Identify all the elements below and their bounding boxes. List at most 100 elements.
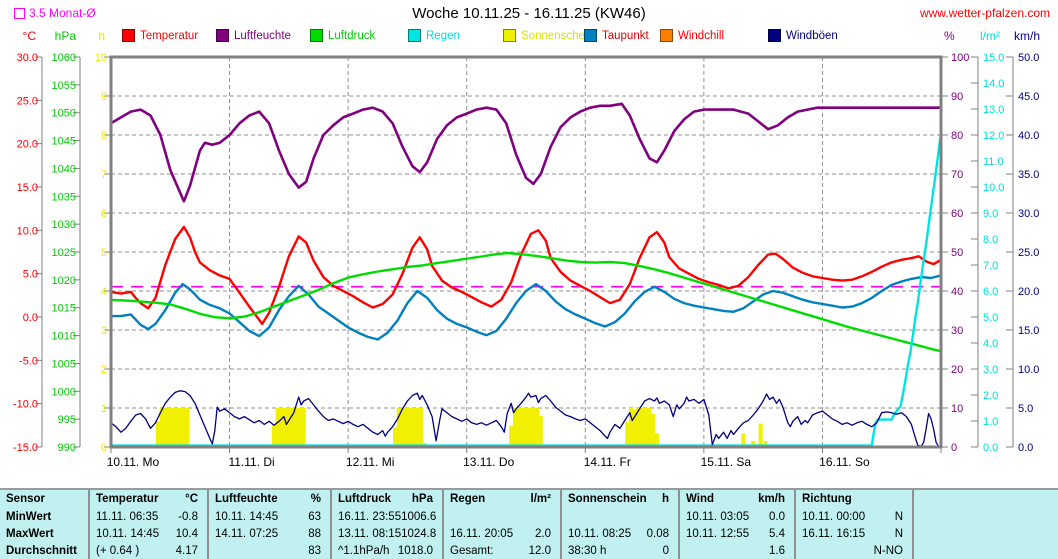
legend-label: Luftfeuchte xyxy=(234,29,291,42)
svg-text:40.0: 40.0 xyxy=(1018,130,1039,142)
svg-text:25.0: 25.0 xyxy=(1018,247,1039,259)
stats-column-header: Luftfeuchte% xyxy=(215,493,321,505)
svg-text:5.0: 5.0 xyxy=(983,312,998,324)
svg-text:l/m²: l/m² xyxy=(980,29,1000,43)
stat-cell xyxy=(914,542,1058,559)
svg-text:90: 90 xyxy=(951,91,963,103)
svg-text:12.0: 12.0 xyxy=(983,130,1004,142)
stat-cell: Durchschnitt xyxy=(6,544,77,557)
svg-text:4.0: 4.0 xyxy=(983,338,998,350)
stats-column-wind: Wind km/h 10.11. 03:05 0.0 10.11. 12:55 5.4 1.… xyxy=(678,490,794,559)
svg-text:14.11. Fr: 14.11. Fr xyxy=(584,455,631,469)
svg-text:-15.0: -15.0 xyxy=(13,442,38,454)
svg-text:995: 995 xyxy=(58,414,76,426)
svg-text:20.0: 20.0 xyxy=(1018,286,1039,298)
svg-text:2.0: 2.0 xyxy=(983,390,998,402)
stats-column-header: Temperatur °C xyxy=(96,493,198,505)
legend-label: Taupunkt xyxy=(602,29,649,42)
svg-text:80: 80 xyxy=(951,130,963,142)
svg-text:11.11. Di: 11.11. Di xyxy=(228,455,274,469)
legend-label: Sonnenschein xyxy=(521,29,594,42)
stat-cell: (+ 0.64 ) 4.17 xyxy=(96,544,198,557)
legend-color-box xyxy=(584,29,597,42)
stats-column-header: Luftdruck hPa xyxy=(338,493,433,505)
svg-text:1: 1 xyxy=(101,403,107,415)
svg-text:9: 9 xyxy=(101,91,107,103)
svg-text:13.0: 13.0 xyxy=(983,104,1004,116)
svg-text:10.0: 10.0 xyxy=(17,225,38,237)
legend-color-box xyxy=(660,29,673,42)
svg-text:0.0: 0.0 xyxy=(983,442,998,454)
svg-text:10: 10 xyxy=(95,52,107,64)
svg-text:%: % xyxy=(944,29,955,43)
legend-color-box xyxy=(768,29,781,42)
stat-cell: 16.11. 20:05 2.0 xyxy=(450,527,551,540)
svg-text:10.0: 10.0 xyxy=(983,182,1004,194)
svg-text:40: 40 xyxy=(951,286,963,298)
stat-cell: N-NO xyxy=(873,544,903,557)
svg-text:1035: 1035 xyxy=(52,191,76,203)
legend-item-sonnenschein: Sonnenschein xyxy=(503,29,594,42)
page-title: Woche 10.11.25 - 16.11.25 (KW46) xyxy=(412,5,646,22)
stat-cell: 10.11. 03:05 0.0 xyxy=(686,510,785,523)
stat-cell: MinWert xyxy=(6,510,52,523)
stat-cell: 10.11. 14:45 10.4 xyxy=(96,527,198,540)
legend-item-luftdruck: Luftdruck xyxy=(310,29,375,42)
svg-text:h: h xyxy=(98,29,105,43)
svg-text:25.0: 25.0 xyxy=(17,95,38,107)
svg-text:0: 0 xyxy=(101,442,107,454)
stats-column-luftdruck: Luftdruck hPa 16.11. 23:55 1006.6 13.11. 08:… xyxy=(330,490,442,559)
svg-text:6.0: 6.0 xyxy=(983,286,998,298)
svg-text:-10.0: -10.0 xyxy=(13,399,38,411)
legend-item-windchill: Windchill xyxy=(660,29,724,42)
svg-text:5.0: 5.0 xyxy=(23,269,38,281)
stat-cell: ^1.1hPa/h 1018.0 xyxy=(338,544,433,557)
svg-text:1.0: 1.0 xyxy=(983,416,998,428)
svg-text:°C: °C xyxy=(23,29,37,43)
svg-text:30.0: 30.0 xyxy=(1018,208,1039,220)
svg-text:3.0: 3.0 xyxy=(983,364,998,376)
svg-text:1000: 1000 xyxy=(52,386,76,398)
stat-cell: 16.11. 23:55 1006.6 xyxy=(338,510,437,523)
svg-text:15.11. Sa: 15.11. Sa xyxy=(701,455,752,469)
legend-item-regen: Regen xyxy=(408,29,460,42)
svg-text:7: 7 xyxy=(101,169,107,181)
stat-cell: 13.11. 08:15 1024.8 xyxy=(338,527,437,540)
stat-cell: 10.11. 14:45 63 xyxy=(215,510,321,523)
svg-text:20.0: 20.0 xyxy=(17,139,38,151)
svg-text:1060: 1060 xyxy=(52,52,76,64)
svg-text:7.0: 7.0 xyxy=(983,260,998,272)
svg-text:14.0: 14.0 xyxy=(983,78,1004,90)
stats-column-header: Richtung xyxy=(802,493,852,505)
svg-text:1045: 1045 xyxy=(52,136,76,148)
weather-chart: °C 30.0 25.0 20.0 15.0 10.0 5.0 0.0 -5.0 -10.0 -15… xyxy=(13,29,1040,469)
legend-label: Regen xyxy=(426,29,460,42)
svg-text:1020: 1020 xyxy=(52,275,76,287)
stat-cell: Gesamt: 12.0 xyxy=(450,544,551,557)
stats-column-header xyxy=(914,490,1058,508)
svg-text:1030: 1030 xyxy=(52,219,76,231)
stat-cell: 14.11. 07:25 88 xyxy=(215,527,321,540)
website-link[interactable]: www.wetter-pfalzen.com xyxy=(919,6,1050,20)
svg-text:1005: 1005 xyxy=(52,358,76,370)
stats-column-richtung: Richtung 10.11. 00:00 N 16.11. 16:15 N N-NO xyxy=(794,490,912,559)
svg-text:100: 100 xyxy=(951,52,969,64)
svg-text:hPa: hPa xyxy=(55,29,77,43)
stats-column-header: Sonnenschein h xyxy=(568,493,669,505)
legend-item-luftfeuchte: Luftfeuchte xyxy=(216,29,291,42)
svg-text:1050: 1050 xyxy=(52,108,76,120)
svg-text:4: 4 xyxy=(101,286,107,298)
legend-label: Luftdruck xyxy=(328,29,376,42)
svg-text:12.11. Mi: 12.11. Mi xyxy=(346,455,394,469)
svg-text:15.0: 15.0 xyxy=(1018,325,1039,337)
stat-cell xyxy=(562,508,678,525)
monthly-average-text: 3.5 Monat-Ø xyxy=(29,6,96,20)
svg-text:60: 60 xyxy=(951,208,963,220)
legend-color-box xyxy=(216,29,229,42)
svg-text:1055: 1055 xyxy=(52,80,76,92)
stat-cell xyxy=(914,525,1058,542)
legend-color-box xyxy=(503,29,516,42)
svg-text:1010: 1010 xyxy=(52,331,76,343)
